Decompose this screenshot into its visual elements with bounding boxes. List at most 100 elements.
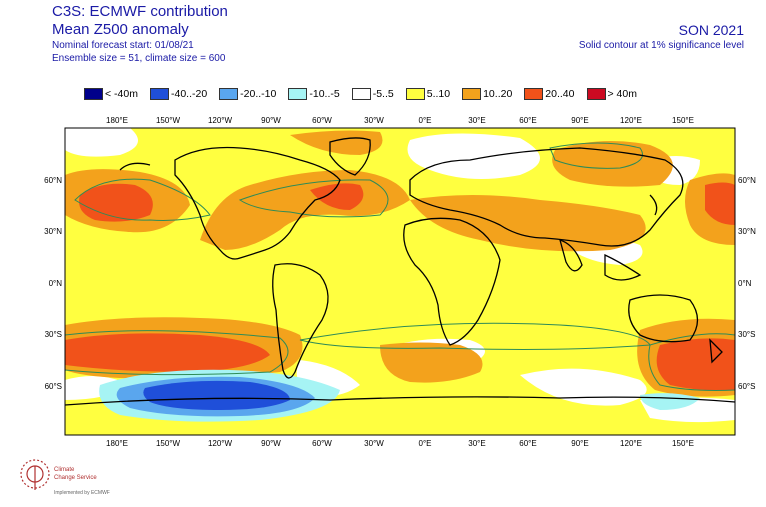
lon-label: 60°E xyxy=(519,439,536,448)
anomaly-field xyxy=(65,128,735,435)
legend-item: -5..5 xyxy=(351,88,394,100)
lon-label: 150°E xyxy=(672,439,694,448)
lon-label: 30°W xyxy=(364,116,384,125)
neutral-region xyxy=(65,128,138,157)
lon-label: 30°E xyxy=(468,116,485,125)
legend-item: 20..40 xyxy=(524,88,575,100)
legend-swatch xyxy=(405,88,425,100)
lon-label: 150°E xyxy=(672,116,694,125)
lon-label: 120°E xyxy=(620,116,642,125)
lat-label: 60°S xyxy=(45,382,62,391)
legend-item: 5..10 xyxy=(405,88,451,100)
legend-swatch xyxy=(149,88,169,100)
legend-label: -5..5 xyxy=(372,88,394,100)
lat-label: 0°N xyxy=(49,279,63,288)
lon-label: 0°E xyxy=(419,439,432,448)
anomaly-neg-40-20 xyxy=(143,380,290,410)
legend-item: < -40m xyxy=(84,88,138,100)
lat-label: 60°N xyxy=(44,176,62,185)
logo-footer: Implemented by ECMWF xyxy=(54,490,110,496)
lat-label: 60°S xyxy=(738,382,755,391)
lon-label: 120°W xyxy=(208,116,233,125)
anomaly-10-20 xyxy=(380,342,483,383)
lon-label: 30°E xyxy=(468,439,485,448)
lat-label: 30°N xyxy=(44,227,62,236)
legend-label: > 40m xyxy=(607,88,637,100)
legend-swatch xyxy=(84,88,103,100)
significance-contour xyxy=(74,178,211,221)
legend-item: -20..-10 xyxy=(219,88,276,100)
anomaly-20-40 xyxy=(705,182,735,225)
lat-label: 60°N xyxy=(738,176,756,185)
legend-item: > 40m xyxy=(586,88,637,100)
lon-label: 120°E xyxy=(620,439,642,448)
legend-item: -10..-5 xyxy=(288,88,340,100)
legend-swatch xyxy=(288,88,308,100)
coastlines xyxy=(65,137,735,406)
legend-label: -10..-5 xyxy=(309,88,340,100)
map-frame xyxy=(64,127,736,436)
lat-labels-right: 60°N 30°N 0°N 30°S 60°S xyxy=(738,176,756,391)
lon-label: 150°W xyxy=(156,116,181,125)
legend-item: -40..-20 xyxy=(149,88,208,100)
lat-label: 0°N xyxy=(738,279,752,288)
anomaly-10-20 xyxy=(410,195,646,252)
lon-labels-top: 180°E 150°W 120°W 90°W 60°W 30°W 0°E 30°… xyxy=(106,116,694,125)
anomaly-20-40 xyxy=(310,183,364,210)
legend-label: < -40m xyxy=(105,88,138,100)
legend-label: -20..-10 xyxy=(240,88,277,100)
legend-label: -40..-20 xyxy=(170,88,208,100)
lon-label: 150°W xyxy=(156,439,181,448)
lon-label: 180°E xyxy=(106,439,128,448)
legend-swatch xyxy=(586,88,606,100)
lon-label: 60°E xyxy=(519,116,536,125)
lon-label: 30°W xyxy=(364,439,384,448)
legend-item: 10..20 xyxy=(462,88,512,100)
lon-labels-bottom: 180°E 150°W 120°W 90°W 60°W 30°W 0°E 30°… xyxy=(106,439,694,448)
legend: < -40m -40..-20 -20..-10 -10..-5 -5..5 5… xyxy=(84,88,649,100)
lat-labels-left: 60°N 30°N 0°N 30°S 60°S xyxy=(44,176,62,391)
legend-swatch xyxy=(462,88,482,100)
header-left: C3S: ECMWF contribution Mean Z500 anomal… xyxy=(52,3,228,65)
logo-name-line2: Change Service xyxy=(54,475,97,481)
legend-swatch xyxy=(219,88,239,100)
lon-label: 0°E xyxy=(419,116,432,125)
ensemble-info: Ensemble size = 51, climate size = 600 xyxy=(52,53,226,64)
season-label: SON 2021 xyxy=(678,22,744,38)
legend-label: 10..20 xyxy=(483,88,513,100)
copernicus-logo-icon xyxy=(20,459,50,490)
lon-label: 90°W xyxy=(261,439,281,448)
legend-label: 20..40 xyxy=(545,88,575,100)
significance-contour xyxy=(65,330,289,376)
legend-label: 5..10 xyxy=(426,88,451,100)
anomaly-10-20 xyxy=(290,130,383,155)
significance-contour xyxy=(648,333,735,391)
anomaly-20-40 xyxy=(656,338,735,391)
significance-note: Solid contour at 1% significance level xyxy=(578,40,744,51)
legend-swatch xyxy=(351,88,371,100)
lon-label: 60°W xyxy=(312,116,332,125)
logo-name-line1: Climate xyxy=(54,467,75,473)
lat-label: 30°S xyxy=(45,330,62,339)
chart-title: C3S: ECMWF contribution xyxy=(52,3,228,20)
lon-label: 90°E xyxy=(571,116,588,125)
significance-contour xyxy=(238,179,389,218)
significance-contour xyxy=(549,142,643,169)
forecast-start: Nominal forecast start: 01/08/21 xyxy=(52,40,194,51)
lon-label: 180°E xyxy=(106,116,128,125)
anomaly-20-40 xyxy=(65,333,270,372)
legend-swatch xyxy=(524,88,544,100)
lon-label: 60°W xyxy=(312,439,332,448)
neutral-region xyxy=(407,133,540,179)
lat-label: 30°S xyxy=(738,330,755,339)
lon-label: 90°W xyxy=(261,116,281,125)
header-right: SON 2021 Solid contour at 1% significanc… xyxy=(579,22,744,52)
lat-label: 30°N xyxy=(738,227,756,236)
neutral-region xyxy=(520,368,647,406)
lon-label: 90°E xyxy=(571,439,588,448)
lon-label: 120°W xyxy=(208,439,233,448)
anomaly-20-40 xyxy=(79,183,153,222)
logo-text: Climate Change Service xyxy=(54,466,97,482)
chart-subtitle: Mean Z500 anomaly xyxy=(52,21,189,38)
